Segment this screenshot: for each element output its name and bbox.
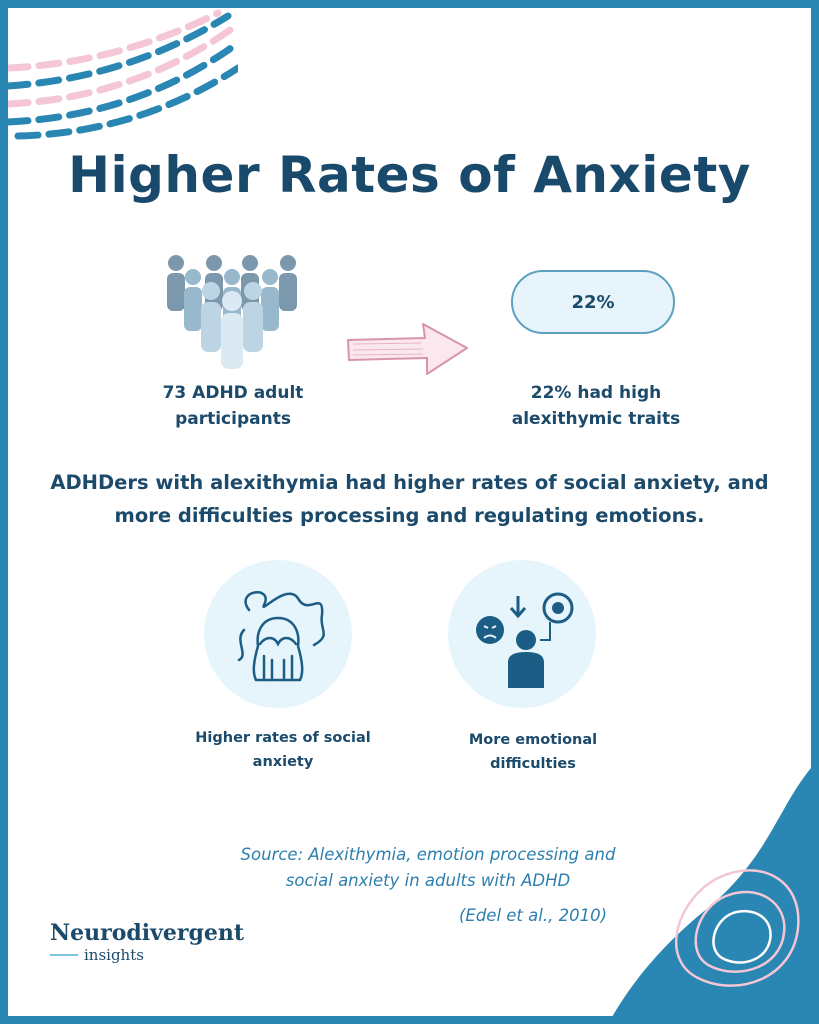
summary-text: ADHDers with alexithymia had higher rate… [50,471,769,527]
participants-label: 73 ADHD adult participants [162,383,304,429]
people-group-icon [167,255,297,369]
finding-label-1: Higher rates of social anxiety [195,730,371,770]
logo-underline [50,954,78,956]
page-title: Higher Rates of Anxiety [68,146,751,204]
emotion-circle [448,560,596,708]
wave-decoration [612,768,811,1016]
finding-label-2: More emotional difficulties [468,732,598,772]
anxious-person-icon [237,591,325,682]
percent-pill: 22% [511,270,675,334]
citation-text: (Edel et al., 2010) [458,906,608,925]
source-text: Source: Alexithymia, emotion processing … [240,845,616,890]
result-label: 22% had high alexithymic traits [511,383,681,429]
dash-decoration [8,9,238,140]
anxiety-circle [204,560,352,708]
brand-logo: Neurodivergent [50,920,245,946]
brand-subtitle: insights [84,946,144,964]
arrow-icon [347,323,468,375]
emotion-regulation-icon [476,592,574,688]
